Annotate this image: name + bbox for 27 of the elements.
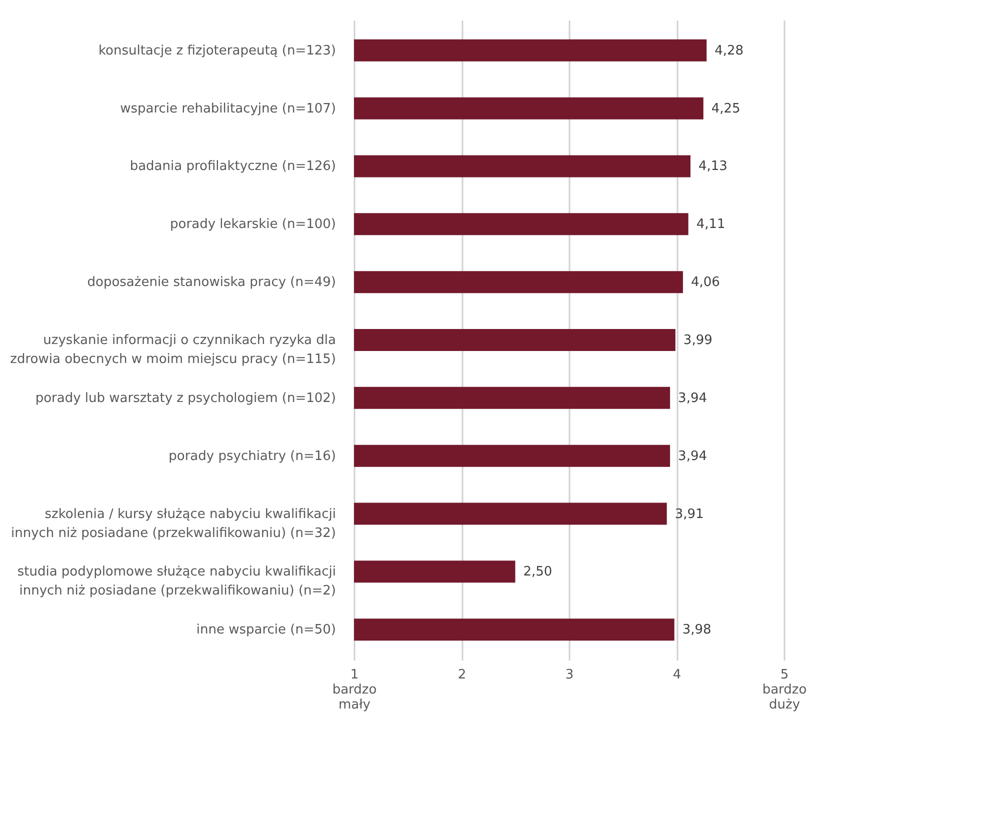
x-tick-label: 2 [458,668,466,682]
y-tick-label: porady lub warsztaty z psychologiem (n=102) [35,390,336,406]
x-tick-label: 1 bardzo mały [332,668,377,712]
y-tick-label: wsparcie rehabilitacyjne (n=107) [120,101,336,116]
data-label: 4,25 [711,101,740,116]
y-tick-label: badania profilaktyczne (n=126) [130,159,336,174]
y-tick-label: konsultacje z fizjoterapeutą (n=123) [98,43,336,58]
data-label: 4,13 [698,159,728,174]
y-tick-label: inne wsparcie (n=50) [196,622,336,638]
y-tick-label: uzyskanie informacji o czynnikach ryzyka dla zdrowia obecnych w moim miejscu pracy (n=115) [10,333,336,367]
y-tick-label: szkolenia / kursy służące nabyciu kwalifikacji innych niż posiadane (przekwalifikowaniu) (n=32) [10,506,336,541]
y-tick-label: doposażenie stanowiska pracy (n=49) [87,275,336,290]
x-tick-label: 5 bardzo duży [762,668,807,712]
data-label: 2,50 [523,564,552,580]
data-label: 3,94 [678,390,708,406]
data-label: 3,94 [678,448,708,464]
data-label: 4,06 [690,275,720,290]
x-tick-label: 4 [672,668,682,682]
x-tick-label: 3 [565,668,574,682]
data-label: 3,91 [674,506,704,522]
y-tick-label: studia podyplomowe służące nabyciu kwalifikacji innych niż posiadane (przekwalifikowaniu) (n=2) [17,564,336,599]
y-tick-label: porady psychiatry (n=16) [168,448,336,464]
data-label: 3,98 [682,622,712,638]
data-label: 4,11 [696,217,726,232]
data-label: 4,28 [714,43,744,58]
data-label: 3,99 [683,333,712,348]
y-tick-label: porady lekarskie (n=100) [170,217,336,232]
